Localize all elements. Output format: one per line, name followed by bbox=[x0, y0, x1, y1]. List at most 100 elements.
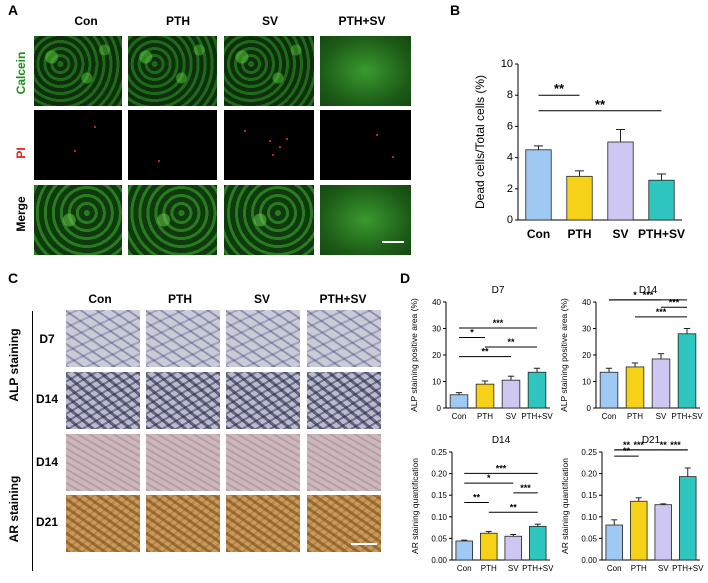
alp-d14-image-con bbox=[66, 372, 140, 429]
x-tick-label: Con bbox=[452, 412, 467, 421]
panel-label-c: C bbox=[8, 270, 19, 286]
scale-bar-c bbox=[351, 543, 377, 545]
bar-pth bbox=[625, 366, 645, 409]
chart-title: D7 bbox=[492, 285, 505, 296]
calcein-image-con bbox=[34, 36, 122, 106]
ar-d21-image-sv bbox=[226, 495, 300, 552]
y-tick-label: 0.05 bbox=[581, 534, 597, 543]
panel-c-col-sv: SV bbox=[253, 292, 270, 306]
panel-a-col-pth: PTH bbox=[166, 14, 190, 28]
y-tick-label: 6 bbox=[507, 120, 513, 132]
chart-title: D21 bbox=[642, 435, 661, 446]
panel-c-row-d7: D7 bbox=[39, 332, 55, 346]
alp-d14-image-pthsv bbox=[307, 372, 381, 429]
panel-a-row-merge: Merge bbox=[14, 196, 28, 232]
x-tick-label: PTH bbox=[477, 412, 493, 421]
significance-label: *** bbox=[520, 483, 531, 493]
bar-con bbox=[599, 371, 619, 409]
bar-sv bbox=[504, 535, 522, 561]
bar-sv bbox=[501, 379, 521, 409]
ar-d14-image-sv bbox=[226, 434, 300, 491]
significance-label: *** bbox=[493, 318, 504, 328]
merge-image-sv bbox=[224, 185, 314, 255]
y-tick-label: 0 bbox=[587, 404, 592, 413]
y-tick-label: 0.20 bbox=[431, 470, 447, 479]
x-tick-label: Con bbox=[457, 564, 472, 573]
y-tick-label: 0.15 bbox=[431, 491, 447, 500]
y-tick-label: 0.00 bbox=[581, 556, 597, 565]
scale-bar bbox=[382, 241, 404, 243]
y-tick-label: 0.00 bbox=[431, 556, 447, 565]
x-tick-label: PTH+SV bbox=[671, 412, 703, 421]
bar-pth bbox=[566, 175, 593, 221]
calcein-image-pth bbox=[128, 36, 217, 106]
significance-label: *** bbox=[656, 307, 667, 317]
x-tick-label: PTH+SV bbox=[522, 564, 554, 573]
bar-pth bbox=[630, 500, 648, 561]
y-tick-label: 40 bbox=[582, 298, 591, 307]
y-tick-label: 0.05 bbox=[431, 534, 447, 543]
y-tick-label: 0 bbox=[437, 404, 442, 413]
chart-title: D14 bbox=[639, 285, 658, 296]
panel-label-d: D bbox=[400, 270, 411, 286]
x-tick-label: PTH bbox=[627, 412, 643, 421]
panel-c-group-alp: ALP staining bbox=[7, 328, 21, 402]
pi-image-pth bbox=[128, 110, 217, 180]
alp-d14-image-sv bbox=[226, 372, 300, 429]
significance-label: ** bbox=[510, 502, 518, 512]
y-tick-label: 10 bbox=[582, 378, 591, 387]
bar-pth-sv bbox=[527, 371, 547, 409]
panel-a-row-calcein: Calcein bbox=[14, 51, 28, 95]
x-tick-label: PTH bbox=[631, 564, 647, 573]
y-tick-label: 20 bbox=[432, 351, 441, 360]
significance-label: ** bbox=[554, 81, 565, 96]
y-tick-label: 0.20 bbox=[581, 470, 597, 479]
y-tick-label: 10 bbox=[501, 58, 513, 70]
x-tick-label: PTH bbox=[481, 564, 497, 573]
significance-label: * bbox=[633, 290, 637, 300]
merge-image-con bbox=[34, 185, 122, 255]
panel-a-col-pthsv: PTH+SV bbox=[338, 14, 386, 28]
y-tick-label: 0.25 bbox=[431, 448, 447, 457]
alp-d7-bar-chart: D7 ALP staining positive area (%) 0 10 20 30 4… bbox=[409, 285, 553, 421]
y-tick-label: 0.15 bbox=[581, 491, 597, 500]
significance-label: ** bbox=[507, 337, 515, 347]
panel-c-row-d14-ar: D14 bbox=[35, 455, 58, 469]
panel-a-col-sv: SV bbox=[261, 14, 278, 28]
significance-label: *** bbox=[670, 440, 681, 450]
ar-d14-image-con bbox=[66, 434, 140, 491]
panel-c-group-ar: AR staining bbox=[7, 475, 21, 543]
y-axis-label: Dead cells/Total cells (%) bbox=[473, 75, 487, 209]
bar-sv bbox=[607, 141, 634, 221]
y-tick-label: 0.10 bbox=[431, 513, 447, 522]
pi-image-pthsv bbox=[320, 110, 411, 180]
significance-label: ** bbox=[623, 446, 631, 456]
panel-label-a: A bbox=[8, 2, 19, 18]
ar-d21-image-pthsv bbox=[307, 495, 381, 552]
alp-d7-image-con bbox=[66, 310, 140, 367]
ar-d14-bar-chart: D14 AR staining quantification 0.00 0.05 0.1… bbox=[410, 435, 554, 573]
merge-image-pthsv bbox=[320, 185, 411, 255]
bar-pth bbox=[475, 383, 495, 409]
x-tick-label: PTH+SV bbox=[638, 227, 685, 241]
x-tick-label: PTH+SV bbox=[521, 412, 553, 421]
y-axis-label: AR staining quantification bbox=[410, 458, 420, 554]
y-tick-label: 0.10 bbox=[581, 513, 597, 522]
x-tick-label: Con bbox=[607, 564, 622, 573]
panel-c-row-d14-alp: D14 bbox=[35, 392, 58, 406]
ar-d21-image-con bbox=[66, 495, 140, 552]
significance-label: *** bbox=[643, 290, 654, 300]
dead-cells-bar-chart: Dead cells/Total cells (%) 0 2 4 6 8 10 Con PTH S… bbox=[473, 58, 685, 241]
bar-pth-sv bbox=[529, 525, 547, 561]
bar-pth-sv bbox=[679, 476, 697, 561]
bar-con bbox=[525, 149, 552, 221]
x-tick-label: SV bbox=[508, 564, 519, 573]
ar-d14-image-pthsv bbox=[307, 434, 381, 491]
bar-pth-sv bbox=[648, 179, 675, 221]
ar-d21-image-pth bbox=[146, 495, 220, 552]
x-tick-label: SV bbox=[656, 412, 667, 421]
y-tick-label: 20 bbox=[582, 351, 591, 360]
significance-label: *** bbox=[633, 440, 644, 450]
ar-d14-image-pth bbox=[146, 434, 220, 491]
panel-a-row-pi: PI bbox=[14, 147, 28, 159]
